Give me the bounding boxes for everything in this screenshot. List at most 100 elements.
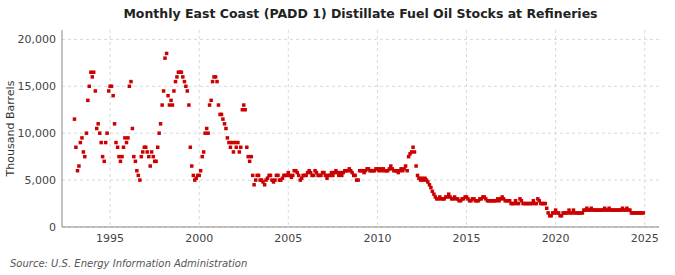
data-point xyxy=(181,75,185,79)
data-point xyxy=(126,136,130,140)
data-point xyxy=(215,80,219,84)
chart-svg: 199520002005201020152020202505,00010,000… xyxy=(0,0,675,275)
axes: 199520002005201020152020202505,00010,000… xyxy=(18,30,660,245)
data-point xyxy=(223,122,227,126)
data-point xyxy=(113,122,117,126)
data-point xyxy=(77,164,81,168)
x-tick-label: 1995 xyxy=(96,232,124,245)
data-point xyxy=(172,89,176,93)
data-point xyxy=(254,178,258,182)
y-grid-line xyxy=(62,180,659,181)
data-point xyxy=(102,160,106,164)
data-point xyxy=(107,89,111,93)
data-point xyxy=(169,99,173,103)
data-point xyxy=(221,117,225,121)
data-point xyxy=(131,127,135,131)
data-point xyxy=(117,155,121,159)
data-point xyxy=(157,131,161,135)
data-point xyxy=(154,160,158,164)
data-point xyxy=(248,160,252,164)
data-point xyxy=(404,164,408,168)
data-point xyxy=(83,155,87,159)
y-tick-label: 15,000 xyxy=(18,80,57,93)
data-point xyxy=(122,146,126,150)
data-point xyxy=(101,155,105,159)
data-point xyxy=(238,150,242,154)
data-point xyxy=(199,169,203,173)
data-point xyxy=(119,160,123,164)
data-point xyxy=(197,174,201,178)
y-grid-line xyxy=(62,39,659,40)
data-point xyxy=(269,174,273,178)
data-point xyxy=(405,169,409,173)
points xyxy=(73,52,645,218)
data-point xyxy=(203,131,207,135)
data-point xyxy=(91,75,95,79)
data-point xyxy=(74,146,78,150)
data-point xyxy=(186,89,190,93)
data-point xyxy=(110,85,114,89)
data-point xyxy=(544,202,548,206)
y-tick-label: 0 xyxy=(49,221,56,234)
data-point xyxy=(80,136,84,140)
data-point xyxy=(171,103,175,107)
data-point xyxy=(208,103,212,107)
data-point xyxy=(105,131,109,135)
data-point xyxy=(125,141,129,145)
data-point xyxy=(214,75,218,79)
data-point xyxy=(144,146,148,150)
data-point xyxy=(291,174,295,178)
data-point xyxy=(85,131,89,135)
data-point xyxy=(414,164,418,168)
data-point xyxy=(184,85,188,89)
data-point xyxy=(114,141,118,145)
data-point xyxy=(159,122,163,126)
data-point xyxy=(156,146,160,150)
y-axis-label: Thousand Barrels xyxy=(4,80,17,177)
chart-title: Monthly East Coast (PADD 1) Distillate F… xyxy=(123,6,597,21)
data-point xyxy=(276,174,280,178)
data-point xyxy=(163,56,167,60)
data-point xyxy=(151,155,155,159)
y-tick-label: 20,000 xyxy=(18,33,57,46)
data-point xyxy=(73,117,77,121)
data-point xyxy=(183,80,187,84)
data-point xyxy=(429,186,433,190)
data-point xyxy=(251,174,255,178)
data-point xyxy=(150,150,154,154)
data-point xyxy=(147,155,151,159)
data-point xyxy=(145,150,149,154)
data-point xyxy=(297,174,301,178)
data-point xyxy=(252,183,256,187)
data-point xyxy=(134,160,138,164)
data-point xyxy=(160,103,164,107)
data-point xyxy=(353,174,357,178)
data-point xyxy=(229,146,233,150)
data-point xyxy=(104,141,108,145)
x-tick-label: 2015 xyxy=(453,232,481,245)
y-axis-line xyxy=(62,30,63,227)
data-point xyxy=(206,131,210,135)
data-point xyxy=(250,155,254,159)
data-point xyxy=(120,155,124,159)
data-point xyxy=(175,75,179,79)
x-grid-line xyxy=(377,30,378,227)
data-point xyxy=(235,146,239,150)
data-point xyxy=(257,174,261,178)
x-tick-label: 2005 xyxy=(274,232,302,245)
y-tick-label: 5,000 xyxy=(25,174,57,187)
data-point xyxy=(82,150,86,154)
y-grid-line xyxy=(62,133,659,134)
y-grid-line xyxy=(62,86,659,87)
data-point xyxy=(236,141,240,145)
data-point xyxy=(99,141,103,145)
data-point xyxy=(138,178,142,182)
x-tick-label: 2020 xyxy=(542,232,570,245)
y-grid-line xyxy=(62,227,659,228)
data-point xyxy=(132,155,136,159)
data-point xyxy=(148,164,152,168)
data-point xyxy=(245,146,249,150)
data-point xyxy=(230,141,234,145)
data-point xyxy=(180,70,184,74)
x-grid-line xyxy=(199,30,200,227)
